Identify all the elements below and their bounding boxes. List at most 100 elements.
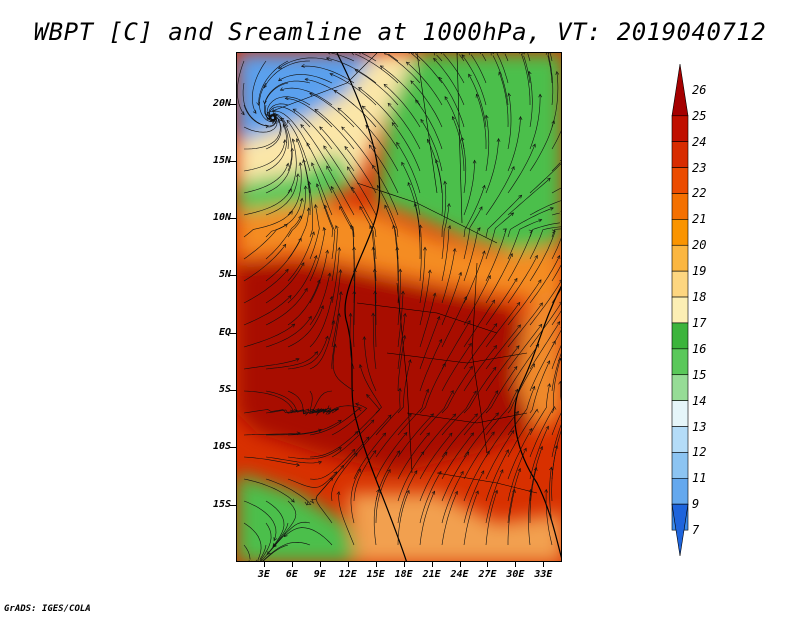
streamline <box>529 446 543 502</box>
streamline <box>265 351 318 370</box>
streamline-arrow <box>387 414 392 419</box>
streamline-arrow <box>515 410 519 415</box>
streamline <box>476 94 487 149</box>
lat-tick <box>230 390 236 392</box>
streamline-arrow <box>284 96 289 101</box>
streamline <box>463 323 498 370</box>
streamline-arrow <box>304 287 308 292</box>
streamline <box>265 114 282 150</box>
streamline-arrow <box>534 254 538 259</box>
streamline <box>303 159 311 216</box>
streamline <box>287 255 317 304</box>
streamline-arrow <box>318 460 323 465</box>
streamline-arrow <box>326 411 331 415</box>
streamline <box>529 255 560 304</box>
streamline-arrow <box>351 448 356 453</box>
streamline <box>485 430 515 480</box>
streamline-arrow <box>300 124 305 128</box>
streamline-arrow <box>261 559 263 561</box>
streamline <box>507 489 515 545</box>
streamline <box>265 237 302 282</box>
streamline <box>243 269 289 304</box>
streamline-arrow <box>338 269 343 273</box>
streamline <box>372 313 377 370</box>
streamline-arrow <box>252 109 257 114</box>
streamline <box>507 219 542 260</box>
streamline-arrow <box>325 249 329 254</box>
streamline <box>397 432 430 480</box>
east-coastline <box>514 285 561 559</box>
lon-tick <box>459 562 461 567</box>
colorbar-swatch <box>671 374 689 401</box>
streamline-arrow <box>290 498 295 503</box>
streamline-arrow <box>436 315 441 320</box>
streamline <box>316 183 334 238</box>
streamline-arrow <box>379 65 384 70</box>
streamline-arrow <box>365 124 370 129</box>
lon-tick <box>347 562 349 567</box>
streamline-arrow <box>556 321 561 326</box>
streamline-arrow <box>470 432 475 437</box>
streamline <box>419 293 436 348</box>
streamline-arrow <box>401 161 405 166</box>
streamline <box>266 96 311 116</box>
streamline-arrow <box>546 177 551 182</box>
streamline-arrow <box>282 123 287 128</box>
streamline-arrow <box>475 490 479 495</box>
streamline <box>243 456 300 466</box>
streamline <box>529 302 561 348</box>
streamline-arrow <box>433 57 437 62</box>
streamline-arrow <box>511 165 515 171</box>
streamline <box>438 77 465 128</box>
streamline-arrow <box>412 53 414 55</box>
streamline <box>353 414 392 458</box>
streamline-arrow <box>383 83 388 88</box>
streamline <box>314 108 355 150</box>
streamline <box>265 456 322 464</box>
streamline-arrow <box>515 345 520 350</box>
streamline-arrow <box>368 144 373 149</box>
streamline <box>419 471 442 524</box>
streamline <box>280 87 333 106</box>
streamline-arrow <box>476 227 481 232</box>
streamline <box>529 163 561 194</box>
streamline-arrow <box>311 231 315 236</box>
streamline <box>507 279 542 326</box>
streamline <box>309 408 332 414</box>
streamline <box>353 450 377 502</box>
streamline <box>265 429 322 436</box>
streamline <box>287 279 320 326</box>
streamline <box>309 273 331 326</box>
colorbar-label: 26 <box>692 82 707 97</box>
streamline <box>529 226 561 260</box>
streamline <box>441 296 467 348</box>
streamline <box>485 138 499 194</box>
streamline-arrow <box>447 225 451 230</box>
streamline <box>287 408 325 414</box>
streamline <box>332 344 355 392</box>
streamline-arrow <box>539 445 544 450</box>
streamline-arrow <box>559 279 561 282</box>
streamline <box>331 452 358 502</box>
colorbar-swatch <box>671 503 689 557</box>
streamline <box>396 246 399 304</box>
streamline <box>528 71 533 128</box>
streamline-arrow <box>463 296 467 301</box>
streamline-arrow <box>290 147 295 152</box>
streamline-arrow <box>510 429 515 434</box>
streamline-arrow <box>298 237 302 242</box>
streamline-arrow <box>396 450 401 455</box>
streamline-arrow <box>352 290 357 295</box>
streamline-arrow <box>431 490 436 495</box>
streamline-arrow <box>510 212 515 217</box>
streamline <box>242 82 269 127</box>
streamline-arrow <box>559 301 561 304</box>
east-highlands <box>517 293 561 433</box>
streamline-arrow <box>523 447 527 452</box>
streamline <box>287 447 342 460</box>
streamline-arrow <box>306 207 311 212</box>
colorbar-swatch <box>671 426 689 453</box>
streamline-arrow <box>492 366 497 371</box>
streamline-arrow <box>376 184 381 189</box>
streamline <box>396 142 421 194</box>
